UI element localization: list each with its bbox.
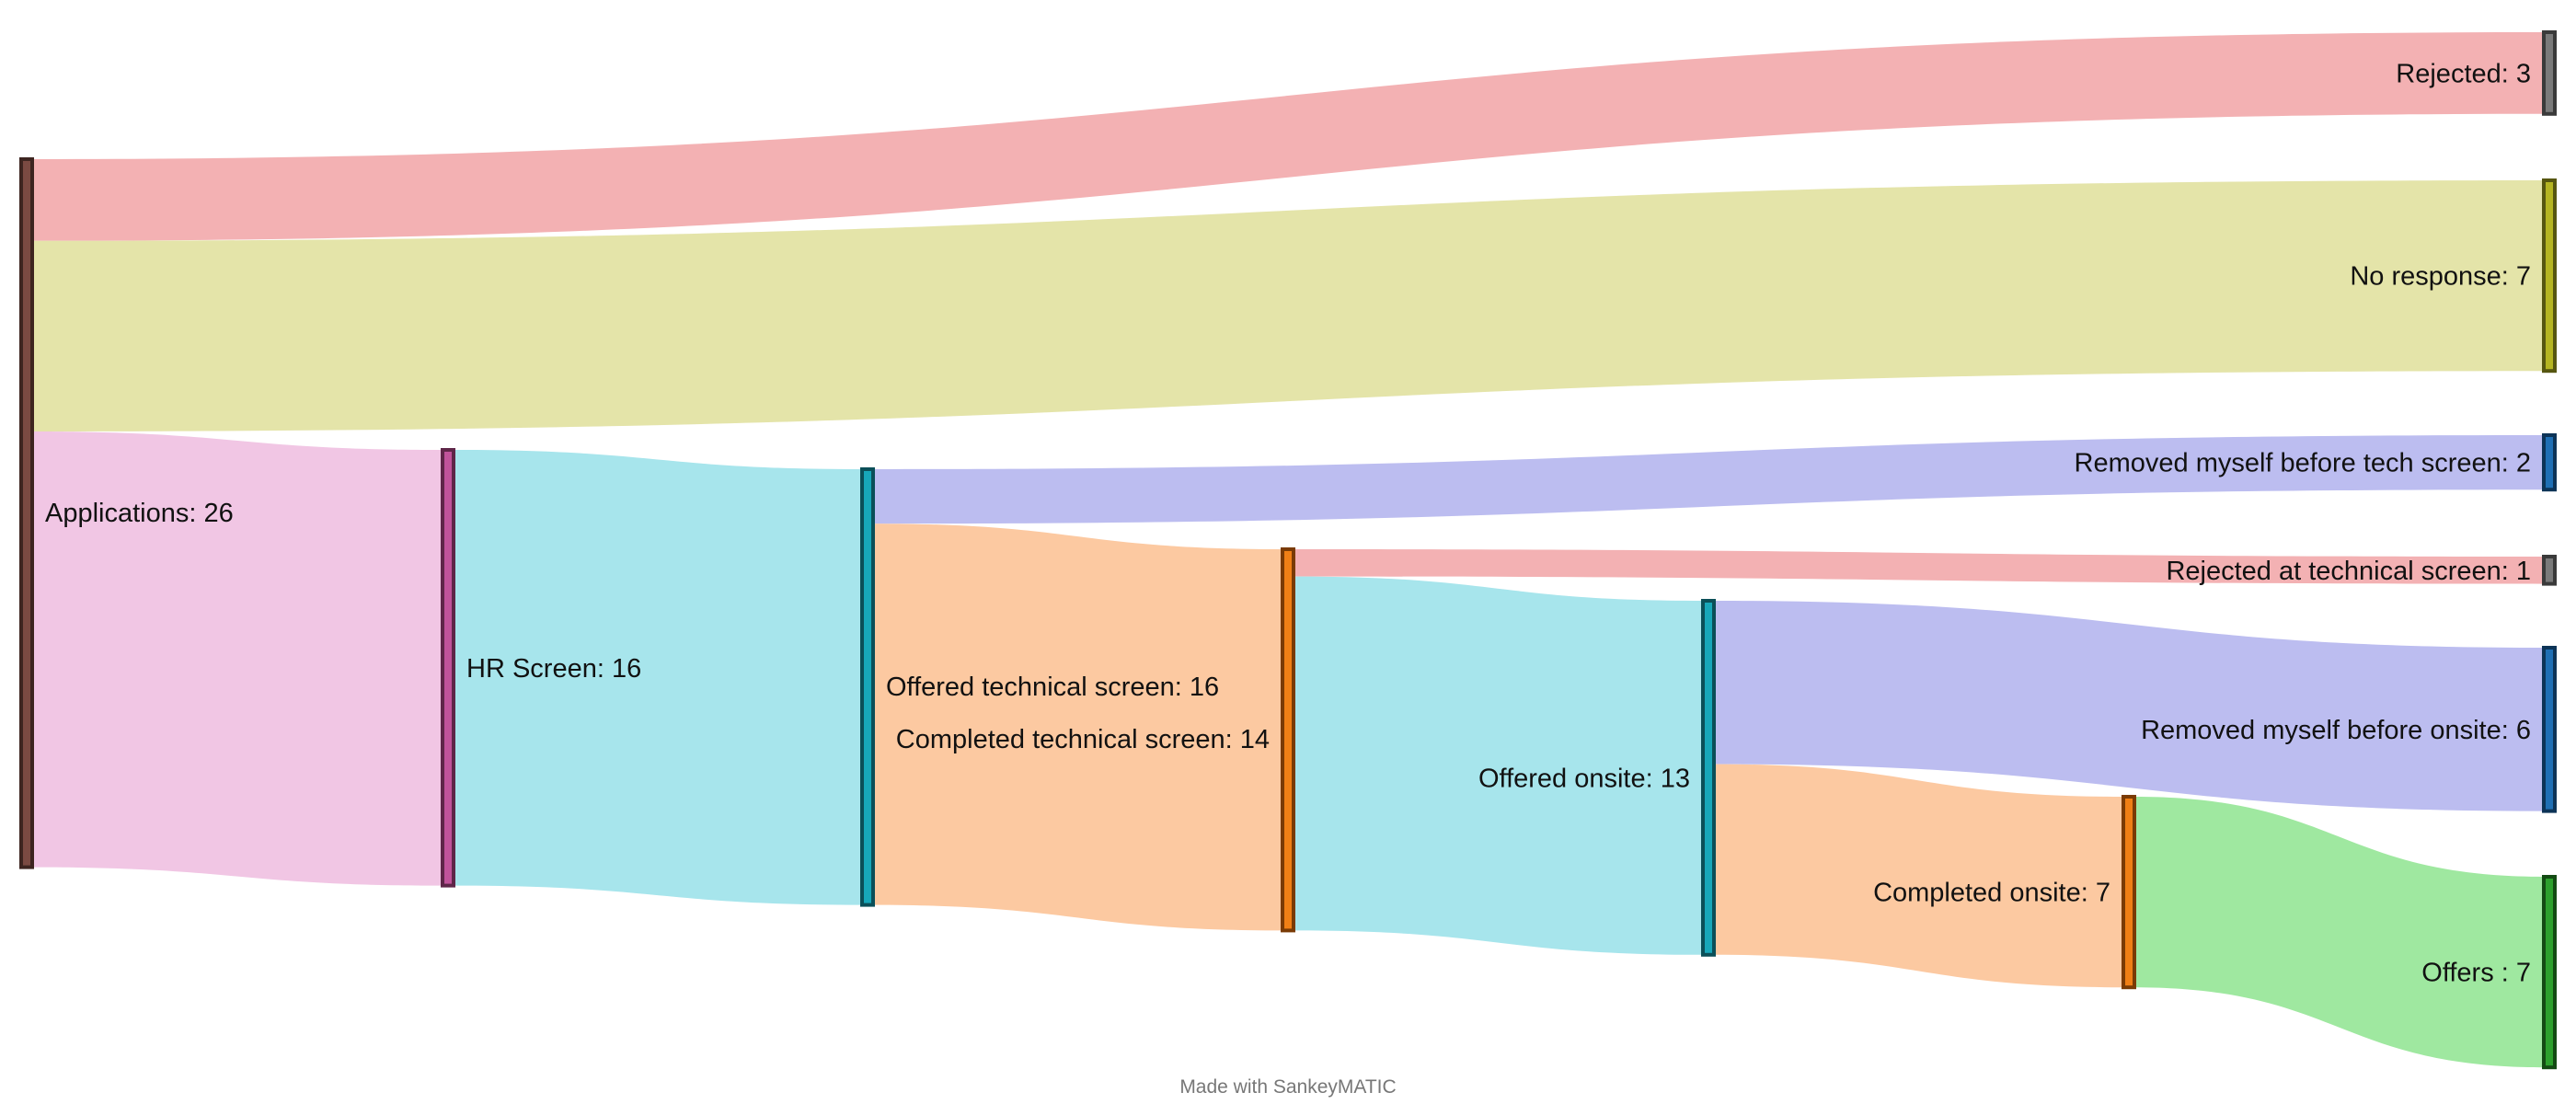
footer-credit: Made with SankeyMATIC bbox=[1179, 1076, 1396, 1098]
node-label-offered_tech: Offered technical screen: 16 bbox=[886, 673, 1219, 702]
link-applications-to-rejected bbox=[32, 32, 2544, 241]
node-applications bbox=[19, 157, 34, 869]
node-label-removed_before_onsite: Removed myself before onsite: 6 bbox=[2141, 716, 2531, 745]
node-label-applications: Applications: 26 bbox=[45, 499, 234, 528]
link-hr_screen-to-offered_tech bbox=[454, 450, 862, 905]
node-label-offers: Offers : 7 bbox=[2421, 959, 2531, 988]
node-completed_onsite bbox=[2122, 795, 2136, 990]
link-offered_tech-to-removed_before_tech bbox=[873, 435, 2544, 524]
link-applications-to-no_response bbox=[32, 180, 2544, 431]
node-label-completed_tech: Completed technical screen: 14 bbox=[896, 725, 1270, 754]
node-no_response bbox=[2542, 178, 2557, 374]
node-label-rejected_at_tech: Rejected at technical screen: 1 bbox=[2166, 557, 2531, 586]
node-label-hr_screen: HR Screen: 16 bbox=[466, 654, 641, 684]
node-removed_before_tech bbox=[2542, 433, 2557, 492]
node-rejected bbox=[2542, 30, 2557, 116]
node-removed_before_onsite bbox=[2542, 646, 2557, 813]
node-label-offered_onsite: Offered onsite: 13 bbox=[1478, 764, 1690, 793]
node-offered_tech bbox=[860, 467, 875, 907]
node-completed_tech bbox=[1281, 547, 1295, 933]
link-offered_onsite-to-removed_before_onsite bbox=[1714, 601, 2544, 811]
node-rejected_at_tech bbox=[2542, 555, 2557, 586]
node-label-rejected: Rejected: 3 bbox=[2396, 59, 2531, 88]
node-offered_onsite bbox=[1701, 599, 1716, 957]
link-completed_tech-to-offered_onsite bbox=[1294, 576, 1703, 955]
links-layer bbox=[32, 32, 2544, 1068]
node-label-removed_before_tech: Removed myself before tech screen: 2 bbox=[2075, 449, 2531, 478]
node-label-no_response: No response: 7 bbox=[2350, 262, 2531, 292]
link-completed_onsite-to-offers bbox=[2134, 797, 2544, 1068]
link-completed_tech-to-rejected_at_tech bbox=[1294, 549, 2544, 584]
link-applications-to-hr_screen bbox=[32, 431, 443, 886]
node-label-completed_onsite: Completed onsite: 7 bbox=[1873, 879, 2110, 908]
nodes-layer bbox=[19, 30, 2557, 1070]
labels-layer: Applications: 26 HR Screen: 16 Offered tec… bbox=[45, 59, 2531, 987]
node-hr_screen bbox=[441, 448, 455, 888]
link-offered_tech-to-completed_tech bbox=[873, 523, 1282, 931]
link-offered_onsite-to-completed_onsite bbox=[1714, 764, 2123, 988]
node-offers bbox=[2542, 875, 2557, 1070]
